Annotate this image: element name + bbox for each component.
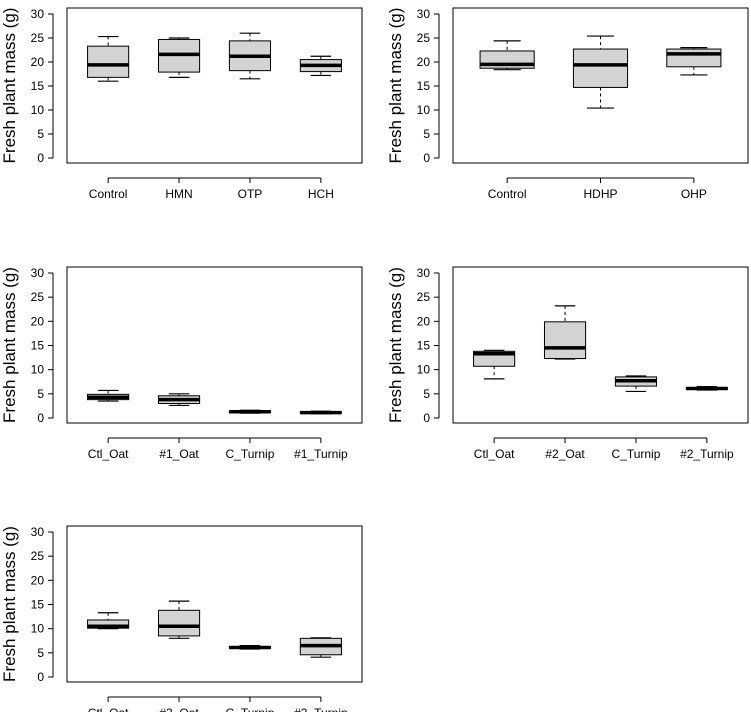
panel-4: 0 5 10 15 20 25 30 Fresh plant mass (g) Ctl_Oat #… — [386, 266, 749, 461]
x-tick-label: OTP — [238, 187, 263, 201]
x-tick-label: HCH — [308, 187, 334, 201]
y-tick-label: 10 — [417, 363, 431, 377]
box-1 — [473, 349, 516, 380]
y-tick-label: 0 — [37, 151, 44, 165]
box-2 — [572, 35, 629, 109]
x-tick-label: C_Turnip — [225, 447, 274, 461]
box-1 — [87, 389, 130, 402]
plot-frame — [66, 7, 363, 164]
box-2 — [543, 305, 587, 360]
box-4 — [299, 637, 342, 658]
y-tick-label: 25 — [31, 31, 45, 45]
y-axis-label: Fresh plant mass (g) — [386, 8, 405, 164]
panel-1: 0 5 10 15 20 25 30 Fresh plant mass (g) Control H… — [0, 7, 363, 201]
x-tick-label: Ctl_Oat — [474, 447, 515, 461]
iqr-box — [572, 48, 629, 88]
y-tick-label: 0 — [37, 670, 44, 684]
box-1 — [87, 612, 130, 630]
x-tick-label: #3_Oat — [159, 706, 199, 712]
x-tick-label: #3_Turnip — [294, 706, 348, 712]
iqr-box — [87, 619, 130, 629]
y-axis-label: Fresh plant mass (g) — [0, 526, 19, 682]
box-2 — [157, 37, 201, 78]
x-tick-label: OHP — [681, 187, 707, 201]
box-3 — [228, 32, 272, 80]
box-4 — [299, 410, 342, 415]
y-tick-label: 5 — [37, 127, 44, 141]
y-tick-label: 30 — [31, 7, 45, 21]
iqr-box — [543, 321, 587, 360]
x-tick-label: C_Turnip — [611, 447, 660, 461]
x-tick-label: HDHP — [583, 187, 617, 201]
box-2 — [157, 393, 201, 407]
y-tick-label: 20 — [31, 55, 45, 69]
x-tick-label: #2_Oat — [545, 447, 585, 461]
y-tick-label: 25 — [417, 31, 431, 45]
y-tick-label: 5 — [423, 387, 430, 401]
iqr-box — [87, 45, 130, 78]
y-tick-label: 25 — [417, 290, 431, 304]
x-tick-label: Ctl_Oat — [88, 447, 129, 461]
x-tick-label: #1_Oat — [159, 447, 199, 461]
y-tick-label: 25 — [31, 290, 45, 304]
box-3 — [666, 46, 722, 76]
y-tick-label: 20 — [31, 314, 45, 328]
iqr-box — [666, 48, 722, 68]
panel-2: 0 5 10 15 20 25 30 Fresh plant mass (g) Control H… — [386, 7, 749, 201]
y-tick-label: 15 — [31, 598, 45, 612]
x-tick-label: #1_Turnip — [294, 447, 348, 461]
plot-frame — [66, 525, 363, 683]
y-tick-label: 30 — [417, 266, 431, 280]
panel-3: 0 5 10 15 20 25 30 Fresh plant mass (g) Ctl_Oat #… — [0, 266, 363, 461]
y-tick-label: 20 — [31, 573, 45, 587]
y-tick-label: 20 — [417, 55, 431, 69]
y-tick-label: 10 — [31, 103, 45, 117]
y-tick-label: 5 — [423, 127, 430, 141]
y-axis-label: Fresh plant mass (g) — [0, 8, 19, 164]
y-tick-label: 15 — [417, 79, 431, 93]
box-4 — [685, 385, 728, 391]
box-3 — [614, 375, 658, 393]
y-tick-label: 10 — [31, 622, 45, 636]
y-tick-label: 30 — [31, 525, 45, 539]
box-1 — [87, 35, 130, 82]
box-2 — [157, 600, 201, 639]
x-tick-label: Ctl_Oat — [88, 706, 129, 712]
y-axis-label: Fresh plant mass (g) — [0, 267, 19, 423]
plot-frame — [452, 7, 749, 164]
panel-5: 0 5 10 15 20 25 30 Fresh plant mass (g) Ctl_Oat #… — [0, 525, 363, 712]
plot-frame — [66, 266, 363, 424]
y-tick-label: 30 — [31, 266, 45, 280]
y-tick-label: 15 — [417, 339, 431, 353]
y-tick-label: 15 — [31, 339, 45, 353]
box-4 — [299, 55, 342, 77]
box-3 — [228, 409, 272, 414]
x-tick-label: Control — [488, 187, 527, 201]
box-3 — [228, 644, 272, 650]
y-tick-label: 5 — [37, 387, 44, 401]
y-tick-label: 5 — [37, 646, 44, 660]
y-tick-label: 0 — [423, 411, 430, 425]
x-tick-label: C_Turnip — [225, 706, 274, 712]
x-tick-label: #2_Turnip — [680, 447, 734, 461]
box-1 — [479, 40, 535, 71]
y-tick-label: 0 — [423, 151, 430, 165]
y-tick-label: 15 — [31, 79, 45, 93]
y-tick-label: 30 — [417, 7, 431, 21]
iqr-box — [157, 609, 201, 637]
y-axis-label: Fresh plant mass (g) — [386, 267, 405, 423]
y-tick-label: 25 — [31, 549, 45, 563]
y-tick-label: 10 — [31, 363, 45, 377]
x-tick-label: Control — [89, 187, 128, 201]
y-tick-label: 20 — [417, 314, 431, 328]
x-tick-label: HMN — [165, 187, 192, 201]
y-tick-label: 10 — [417, 103, 431, 117]
y-tick-label: 0 — [37, 411, 44, 425]
plot-frame — [452, 266, 749, 424]
